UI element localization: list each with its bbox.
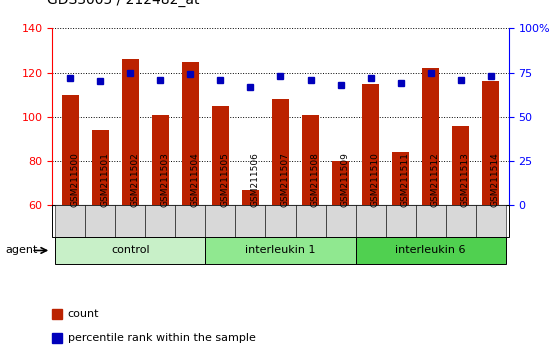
Text: GSM211510: GSM211510 xyxy=(371,152,380,207)
FancyBboxPatch shape xyxy=(266,205,295,237)
Text: GSM211511: GSM211511 xyxy=(400,152,410,207)
Bar xyxy=(52,205,509,237)
Text: GSM211512: GSM211512 xyxy=(431,152,439,207)
Bar xyxy=(302,115,319,205)
Text: count: count xyxy=(68,309,99,319)
Text: agent: agent xyxy=(6,245,38,256)
Bar xyxy=(422,68,439,205)
Text: GSM211503: GSM211503 xyxy=(161,152,169,207)
Text: GSM211504: GSM211504 xyxy=(190,152,200,207)
Text: GSM211502: GSM211502 xyxy=(130,152,139,207)
FancyBboxPatch shape xyxy=(416,205,446,237)
Text: GSM211507: GSM211507 xyxy=(280,152,289,207)
Bar xyxy=(92,130,108,205)
FancyBboxPatch shape xyxy=(476,205,506,237)
Bar xyxy=(362,84,379,205)
Text: GSM211514: GSM211514 xyxy=(491,152,500,207)
Bar xyxy=(272,99,289,205)
FancyBboxPatch shape xyxy=(295,205,326,237)
FancyBboxPatch shape xyxy=(175,205,205,237)
FancyBboxPatch shape xyxy=(205,237,356,264)
Text: GSM211500: GSM211500 xyxy=(70,152,79,207)
Bar xyxy=(182,62,199,205)
FancyBboxPatch shape xyxy=(326,205,356,237)
FancyBboxPatch shape xyxy=(55,237,205,264)
Bar xyxy=(453,126,469,205)
Bar xyxy=(122,59,139,205)
Bar xyxy=(482,81,499,205)
Bar xyxy=(152,115,169,205)
Text: GSM211513: GSM211513 xyxy=(461,152,470,207)
Text: interleukin 6: interleukin 6 xyxy=(395,245,466,256)
FancyBboxPatch shape xyxy=(235,205,266,237)
FancyBboxPatch shape xyxy=(356,205,386,237)
Bar xyxy=(212,106,229,205)
FancyBboxPatch shape xyxy=(446,205,476,237)
FancyBboxPatch shape xyxy=(55,205,85,237)
Text: GSM211501: GSM211501 xyxy=(100,152,109,207)
FancyBboxPatch shape xyxy=(85,205,116,237)
Text: interleukin 1: interleukin 1 xyxy=(245,245,316,256)
Text: GDS3005 / 212482_at: GDS3005 / 212482_at xyxy=(47,0,199,7)
FancyBboxPatch shape xyxy=(205,205,235,237)
Text: percentile rank within the sample: percentile rank within the sample xyxy=(68,333,256,343)
Text: GSM211505: GSM211505 xyxy=(221,152,229,207)
Text: GSM211506: GSM211506 xyxy=(250,152,260,207)
Text: control: control xyxy=(111,245,150,256)
FancyBboxPatch shape xyxy=(386,205,416,237)
Bar xyxy=(242,190,258,205)
FancyBboxPatch shape xyxy=(145,205,175,237)
Bar xyxy=(62,95,79,205)
Bar xyxy=(392,152,409,205)
FancyBboxPatch shape xyxy=(116,205,145,237)
FancyBboxPatch shape xyxy=(356,237,506,264)
Bar xyxy=(332,161,349,205)
Text: GSM211508: GSM211508 xyxy=(311,152,320,207)
Text: GSM211509: GSM211509 xyxy=(340,152,350,207)
